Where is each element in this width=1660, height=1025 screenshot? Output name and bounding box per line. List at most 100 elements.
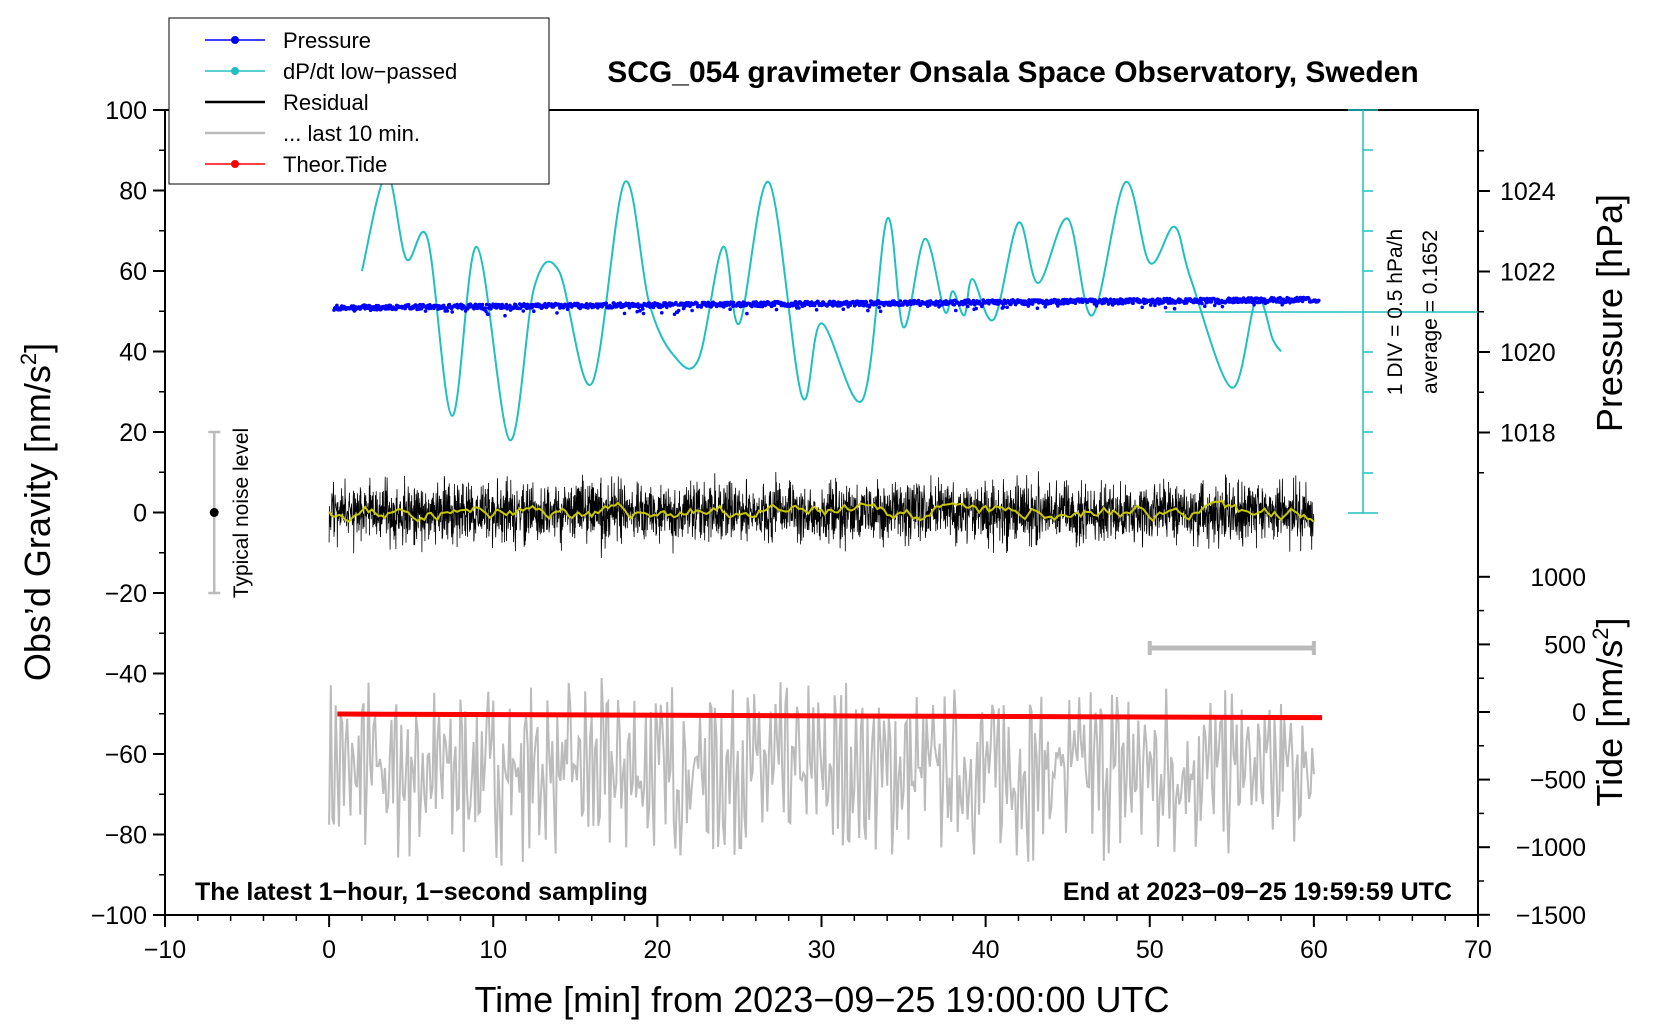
dpdt-scale-bar [1165,109,1478,514]
pressure-point [990,298,995,302]
pressure-point [1043,304,1047,309]
pressure-point [1317,298,1321,303]
pressure-point [1106,302,1111,306]
pressure-point [665,305,669,310]
tide-series-line [337,711,1323,721]
pressure-point [1001,305,1006,309]
pressure-point [486,312,490,317]
pressure-point [483,306,488,310]
pressure-point [565,307,570,312]
pressure-point [604,301,609,306]
pressure-point [911,302,916,306]
pressure-tick-label: 1024 [1500,178,1556,206]
pressure-point [866,308,870,313]
residual-series-line [328,471,1315,559]
pressure-point [1131,301,1135,306]
pressure-point [793,299,798,304]
dpdt-scale-label: 1 DIV = 0.5 hPa/h [1384,229,1407,395]
pressure-point [1161,300,1166,305]
pressure-point [841,307,846,312]
pressure-point [480,302,485,307]
pressure-point [638,308,642,313]
pressure-point [635,309,639,314]
y-axis-ticks: −100 −80 −60 −40 −20 0 20 40 60 80 100 [91,97,165,930]
pressure-point [555,311,559,315]
pressure-point [1030,302,1035,306]
pressure-point [1127,300,1131,304]
pressure-point [1228,297,1232,301]
pressure-point [1035,306,1040,311]
legend-entry: ... last 10 min. [205,121,420,146]
x-axis-ticks: −10 0 10 20 30 40 50 60 70 [144,915,1492,964]
pressure-point [731,300,736,305]
y-tick-label: 80 [119,178,147,206]
legend-entry: Pressure [205,28,371,53]
y-tick-label: 20 [119,419,147,447]
pressure-point [898,299,903,303]
tide-tick-label: 1000 [1530,564,1586,592]
y-tick-label: −40 [105,661,147,689]
pressure-point [797,306,801,310]
legend-marker [231,36,239,44]
legend-entry: Theor.Tide [205,152,387,177]
tide-tick-label: 500 [1544,631,1586,659]
last-10-min-bracket [1147,641,1316,655]
legend-marker [231,67,239,75]
y-tick-label: 0 [133,500,147,528]
pressure-point [1203,304,1207,309]
pressure-point [445,309,450,313]
pressure-point [1253,299,1257,304]
pressure-point [1026,304,1031,308]
tide-axis-ticks: 1000 500 0 −500 −1000 −1500 [1478,564,1586,930]
legend-label: ... last 10 min. [283,121,420,146]
y-tick-label: 60 [119,258,147,286]
legend-entry: Residual [205,90,369,115]
y-tick-label: −100 [91,902,147,930]
legend-label: Residual [283,90,369,115]
pressure-point [690,308,694,313]
x-tick-label: 10 [479,936,507,964]
pressure-tick-label: 1022 [1500,259,1556,287]
pressure-point [532,309,536,314]
pressure-point [622,311,627,316]
tide-tick-label: 0 [1572,699,1586,727]
pressure-point [876,299,881,303]
pressure-axis-ticks: 1018 1020 1022 1024 [1478,150,1556,474]
legend-label: Theor.Tide [283,152,387,177]
pressure-point [878,309,883,314]
pressure-point [877,305,881,310]
x-axis-label: Time [min] from 2023−09−25 19:00:00 UTC [474,979,1169,1020]
pressure-point [1001,302,1005,306]
y-axis-label-left: Obs’d Gravity [nm/s2] [16,343,58,681]
y-tick-label: 40 [119,339,147,367]
pressure-point [463,309,468,313]
pressure-point [1286,296,1291,301]
x-tick-label: 20 [643,936,671,964]
noise-bar-center [209,508,219,517]
x-tick-label: −10 [144,936,186,964]
y-tick-label: 100 [105,97,147,125]
pressure-point [1163,305,1168,310]
legend-label: Pressure [283,28,371,53]
pressure-point [728,307,732,312]
pressure-point [1281,301,1285,306]
legend-entry: dP/dt low−passed [205,59,457,84]
pressure-point [1247,300,1251,304]
pressure-point [760,304,765,309]
pressure-point [1094,304,1099,308]
pressure-point [774,307,779,312]
pressure-point [864,300,869,305]
pressure-point [641,307,645,311]
pressure-point [497,302,502,307]
dpdt-series-line [360,173,1282,442]
pressure-point [875,302,879,306]
pressure-point [521,309,526,313]
x-tick-label: 30 [808,936,836,964]
pressure-point [503,313,507,318]
pressure-point [641,311,646,316]
pressure-point [1044,298,1049,303]
y-tick-label: −20 [105,580,147,608]
x-tick-label: 50 [1136,936,1164,964]
pressure-point [376,303,381,308]
pressure-point [1307,297,1311,301]
